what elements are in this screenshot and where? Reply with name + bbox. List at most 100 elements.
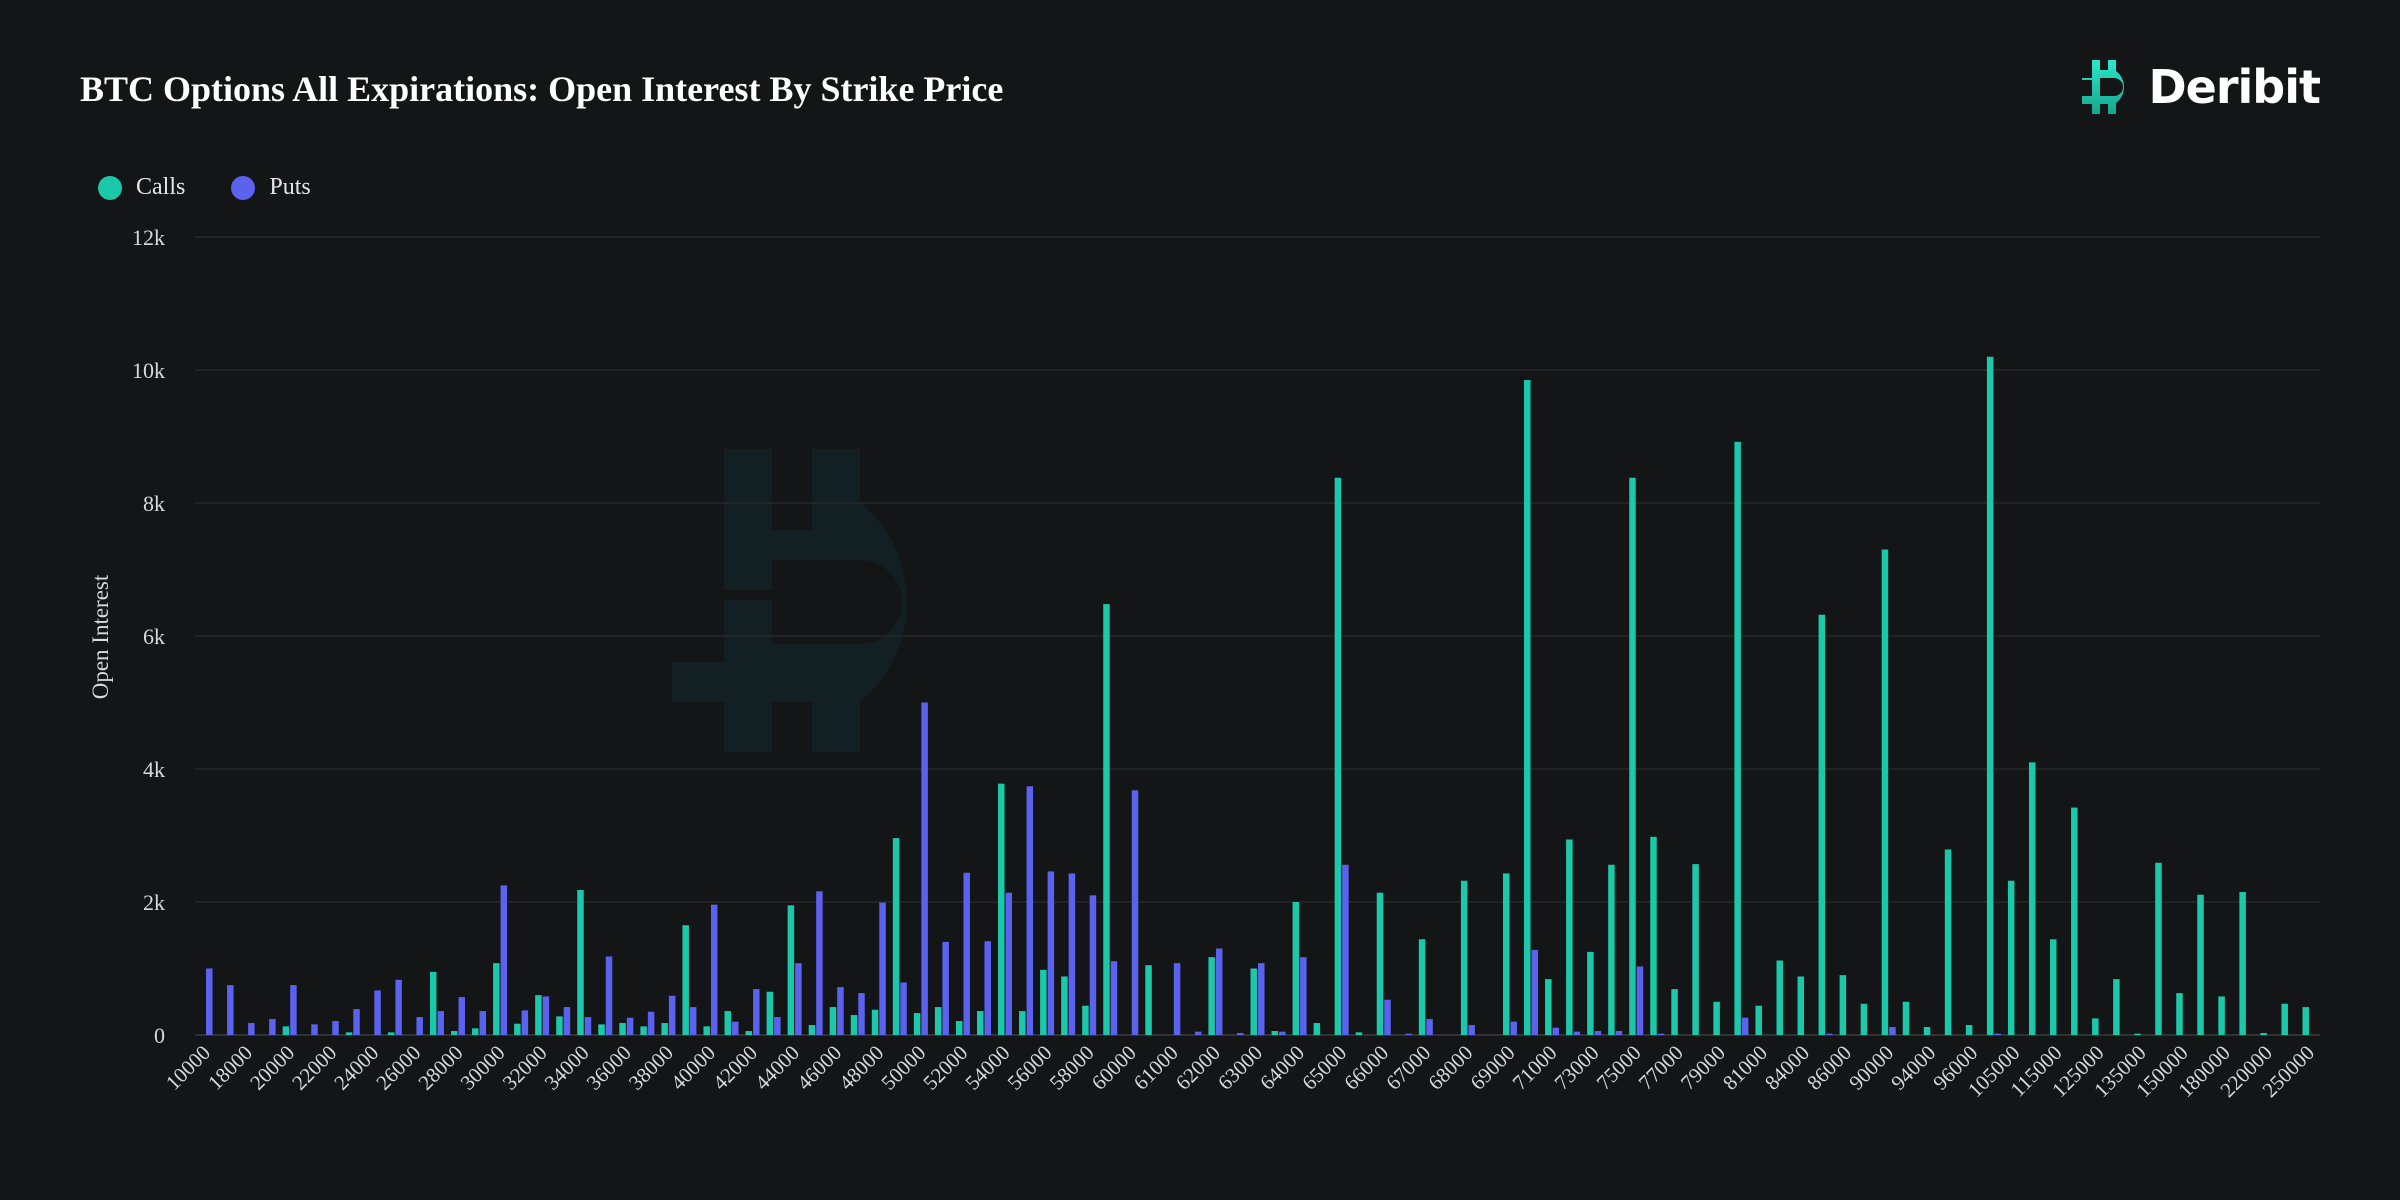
bar-puts [1026, 786, 1034, 1035]
bar-calls [1566, 839, 1573, 1035]
bar-puts [1573, 1031, 1581, 1035]
legend-item-puts[interactable]: Puts [231, 174, 311, 201]
bar-puts [1531, 949, 1539, 1035]
bar-puts [1300, 957, 1307, 1035]
bar-calls [1545, 979, 1552, 1035]
chart-grid [195, 236, 2320, 1036]
bar-puts [689, 1007, 697, 1035]
bar-calls [1376, 892, 1384, 1035]
bar-calls [682, 925, 689, 1035]
bar-puts [647, 1011, 655, 1035]
x-tick-label: 24000 [329, 1041, 383, 1095]
x-tick-label: 42000 [708, 1041, 762, 1095]
bar-puts [353, 1009, 360, 1035]
bar-puts [1826, 1033, 1833, 1035]
y-axis-label: Open Interest [88, 574, 113, 699]
bar-puts [248, 1023, 255, 1035]
x-tick-label: 94000 [1886, 1041, 1940, 1095]
bar-puts [879, 902, 886, 1035]
x-tick-label: 22000 [287, 1041, 341, 1095]
bar-calls [514, 1023, 521, 1035]
legend-label-puts: Puts [269, 174, 311, 200]
y-tick-label: 2k [143, 890, 165, 915]
bar-puts [626, 1017, 634, 1035]
bar-puts [1110, 961, 1118, 1035]
bar-puts [984, 941, 991, 1035]
bar-puts [1615, 1031, 1623, 1035]
x-tick-label: 73000 [1550, 1041, 1604, 1095]
bar-calls [1608, 864, 1615, 1035]
bar-puts [374, 990, 381, 1035]
bar-calls [998, 783, 1005, 1035]
bar-puts [1552, 1027, 1560, 1035]
bar-calls [1524, 379, 1531, 1036]
bar-puts [521, 1010, 529, 1035]
bar-calls [745, 1031, 753, 1035]
x-tick-label: 79000 [1676, 1041, 1730, 1095]
x-tick-label: 65000 [1297, 1041, 1351, 1095]
bar-puts [1342, 864, 1349, 1035]
bar-calls [829, 1007, 837, 1035]
bar-puts [1068, 873, 1076, 1035]
bar-puts [563, 1007, 571, 1035]
bar-puts [332, 1021, 339, 1035]
x-tick-label: 69000 [1465, 1041, 1519, 1095]
bar-puts [837, 987, 844, 1035]
bar-puts [500, 885, 508, 1036]
deribit-logo-icon [2082, 60, 2125, 114]
legend-item-calls[interactable]: Calls [98, 174, 185, 201]
bar-calls [661, 1023, 668, 1035]
x-tick-label: 68000 [1423, 1041, 1477, 1095]
x-tick-label: 58000 [1045, 1041, 1099, 1095]
y-axis: 0 2k 4k 6k 8k 10k 12k [132, 225, 165, 1048]
bar-calls [2155, 862, 2162, 1035]
bar-calls [2050, 939, 2057, 1035]
bar-puts [1426, 1019, 1433, 1035]
bar-calls [703, 1026, 710, 1035]
bar-puts [437, 1011, 444, 1035]
bar-calls [1082, 1005, 1089, 1035]
x-tick-label: 75000 [1592, 1041, 1646, 1095]
x-tick-label: 62000 [1171, 1041, 1225, 1095]
bar-calls [2092, 1018, 2099, 1036]
bar-calls [2113, 979, 2120, 1035]
bar-calls [598, 1024, 605, 1035]
bar-puts [1657, 1033, 1665, 1035]
bar-calls [1355, 1032, 1363, 1035]
bar-puts [1089, 895, 1097, 1035]
bar-puts [774, 1017, 781, 1035]
bar-calls [1460, 880, 1468, 1035]
bar-calls [451, 1031, 458, 1035]
x-tick-label: 54000 [960, 1041, 1014, 1095]
bar-puts [710, 904, 718, 1035]
bar-calls [1250, 968, 1257, 1035]
bar-calls [619, 1023, 626, 1035]
bar-puts [1594, 1031, 1602, 1035]
bar-puts [1173, 963, 1181, 1035]
bar-calls [1965, 1025, 1973, 1035]
deribit-watermark [672, 449, 907, 752]
bar-puts [1131, 790, 1139, 1035]
bar-calls [913, 1013, 921, 1035]
bar-calls [429, 971, 437, 1035]
x-tick-label: 26000 [371, 1041, 425, 1095]
bar-calls [892, 838, 900, 1035]
x-tick-label: 30000 [456, 1041, 510, 1095]
bar-puts [1258, 963, 1265, 1035]
bar-calls [345, 1032, 353, 1035]
bar-puts [605, 956, 613, 1035]
bar-calls [2302, 1007, 2309, 1035]
bar-calls [808, 1025, 816, 1035]
y-tick-label: 8k [143, 491, 165, 516]
bar-puts [858, 993, 865, 1035]
bar-puts [1236, 1033, 1244, 1035]
x-tick-label: 71000 [1508, 1041, 1562, 1095]
bar-puts [1889, 1027, 1896, 1035]
legend-swatch-puts [231, 175, 256, 200]
bar-calls [1502, 873, 1510, 1035]
bar-calls [1103, 604, 1110, 1035]
bar-calls [1881, 549, 1889, 1035]
bar-calls [2239, 892, 2246, 1035]
legend-label-calls: Calls [136, 174, 186, 200]
bar-calls [1860, 1003, 1868, 1035]
